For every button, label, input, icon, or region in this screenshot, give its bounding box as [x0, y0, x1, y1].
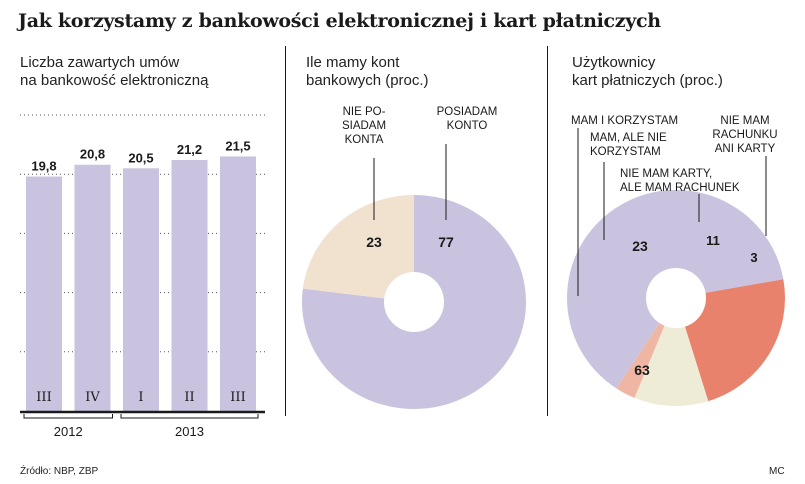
panel-divider-2 [547, 46, 548, 416]
bar-value-label: 20,8 [80, 147, 105, 162]
year-bracket [23, 414, 113, 419]
panel3-subtitle-line2: kart płatniczych (proc.) [572, 72, 723, 89]
cards-value-label: 23 [632, 238, 648, 254]
cards-value-label: 11 [706, 233, 720, 248]
accounts-category-label: NIE PO- [343, 106, 386, 118]
year-label: 2013 [175, 424, 204, 439]
accounts-value-label: 23 [366, 234, 382, 250]
x-tick-label: I [138, 390, 143, 405]
x-tick-label: II [184, 390, 194, 405]
cards-value-label: 3 [750, 250, 757, 265]
accounts-hole [384, 272, 444, 332]
bar [220, 156, 256, 411]
panel1-subtitle-line2: na bankowość elektroniczną [20, 72, 209, 89]
panel1-subtitle-line1: Liczba zawartych umów [20, 54, 180, 71]
cards-value-label: 63 [634, 362, 650, 378]
chart-title: Jak korzystamy z bankowości elektroniczn… [18, 10, 661, 32]
panel2-subtitle-line1: Ile mamy kont [306, 54, 400, 71]
source-note: Źródło: NBP, ZBP [20, 466, 99, 477]
panel3-subtitle-line1: Użytkownicy [572, 54, 656, 71]
bar-value-label: 21,2 [177, 142, 202, 157]
cards-category-label: MAM I KORZYSTAM [571, 115, 678, 127]
cards-category-label: ALE MAM RACHUNEK [620, 182, 740, 194]
year-bracket [120, 414, 259, 419]
x-tick-label: IV [85, 390, 100, 405]
credit: MC [769, 466, 785, 477]
accounts-slice [302, 195, 414, 302]
cards-category-label: MAM, ALE NIE [590, 132, 667, 144]
cards-hole [646, 268, 706, 328]
bar [26, 176, 62, 411]
cards-category-label: NIE MAM [720, 115, 769, 127]
accounts-category-label: POSIADAM [437, 106, 498, 118]
bar-value-label: 19,8 [31, 159, 56, 174]
panel1-subtitle: Liczba zawartych umów na bankowość elekt… [20, 54, 208, 90]
cards-slice [634, 298, 709, 406]
bar [74, 164, 111, 411]
panel2-subtitle: Ile mamy kont bankowych (proc.) [306, 54, 429, 90]
accounts-value-label: 77 [438, 234, 454, 250]
bar-value-label: 21,5 [225, 138, 250, 153]
cards-category-label: KORZYSTAM [590, 146, 661, 158]
panel2-subtitle-line2: bankowych (proc.) [306, 72, 429, 89]
bar [123, 168, 159, 411]
bar-value-label: 20,5 [128, 150, 153, 165]
cards-category-label: ANI KARTY [715, 143, 776, 155]
bar [171, 159, 208, 411]
accounts-category-label: KONTA [345, 134, 384, 146]
accounts-category-label: SIADAM [342, 120, 386, 132]
panel3-subtitle: Użytkownicy kart płatniczych (proc.) [572, 54, 723, 90]
year-label: 2012 [54, 424, 83, 439]
panel-divider-1 [285, 46, 286, 416]
x-tick-label: III [230, 390, 245, 405]
cards-category-label: NIE MAM KARTY, [620, 168, 712, 180]
cards-category-label: RACHUNKU [712, 129, 777, 141]
accounts-category-label: KONTO [447, 120, 488, 132]
x-tick-label: III [36, 390, 51, 405]
